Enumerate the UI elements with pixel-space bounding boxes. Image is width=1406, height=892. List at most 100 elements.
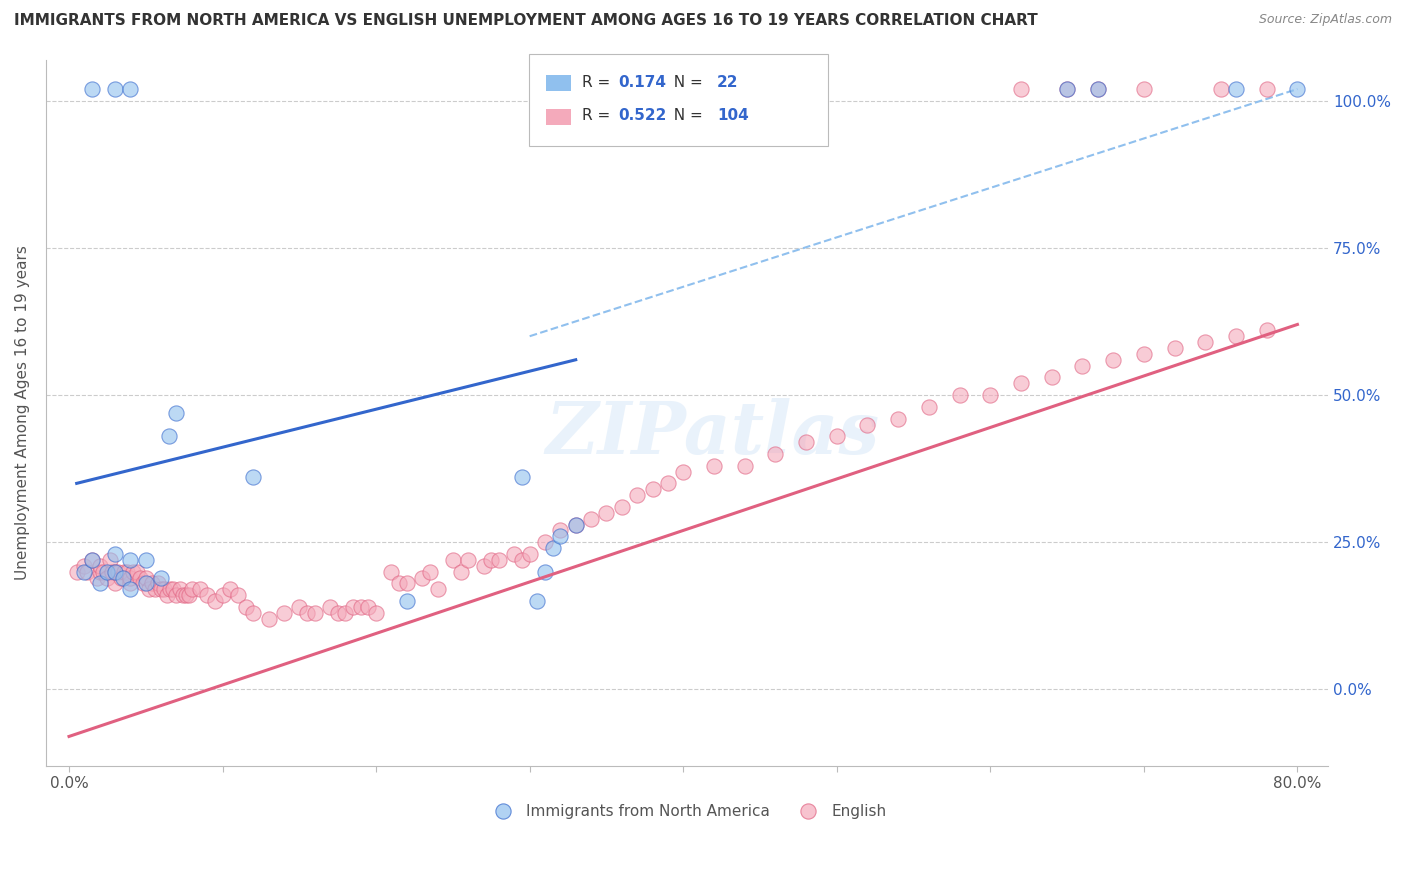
- Text: N =: N =: [664, 75, 707, 89]
- Text: IMMIGRANTS FROM NORTH AMERICA VS ENGLISH UNEMPLOYMENT AMONG AGES 16 TO 19 YEARS : IMMIGRANTS FROM NORTH AMERICA VS ENGLISH…: [14, 13, 1038, 29]
- Point: [143, 582, 166, 597]
- Point: [135, 576, 157, 591]
- Point: [141, 576, 163, 591]
- Point: [125, 565, 148, 579]
- Point: [242, 470, 264, 484]
- Point: [110, 570, 132, 584]
- Point: [204, 594, 226, 608]
- Text: R =: R =: [582, 75, 616, 89]
- Point: [1087, 82, 1109, 96]
- Text: 0.522: 0.522: [619, 109, 666, 123]
- Point: [734, 458, 756, 473]
- Point: [1163, 341, 1185, 355]
- Text: Source: ZipAtlas.com: Source: ZipAtlas.com: [1258, 13, 1392, 27]
- Text: 22: 22: [717, 75, 738, 89]
- Point: [1056, 82, 1078, 96]
- Point: [174, 588, 197, 602]
- Point: [219, 582, 242, 597]
- Point: [1010, 82, 1032, 96]
- Point: [1040, 370, 1063, 384]
- Point: [395, 594, 418, 608]
- Point: [579, 511, 602, 525]
- Point: [73, 558, 96, 573]
- Point: [195, 588, 218, 602]
- Point: [703, 458, 725, 473]
- Point: [887, 411, 910, 425]
- Text: ZIPatlas: ZIPatlas: [546, 399, 880, 469]
- Point: [794, 435, 817, 450]
- Point: [226, 588, 249, 602]
- Point: [1102, 352, 1125, 367]
- Point: [172, 588, 194, 602]
- Point: [564, 517, 586, 532]
- Point: [107, 565, 129, 579]
- Point: [564, 517, 586, 532]
- Point: [80, 82, 103, 96]
- Point: [242, 606, 264, 620]
- Point: [96, 565, 118, 579]
- Point: [1256, 82, 1278, 96]
- Point: [610, 500, 633, 514]
- Point: [357, 599, 380, 614]
- Point: [350, 599, 373, 614]
- Point: [979, 388, 1001, 402]
- Point: [949, 388, 972, 402]
- Point: [457, 553, 479, 567]
- Point: [1194, 335, 1216, 350]
- Point: [135, 570, 157, 584]
- Point: [257, 612, 280, 626]
- Point: [166, 406, 188, 420]
- Point: [479, 553, 502, 567]
- Point: [157, 429, 180, 443]
- Point: [534, 535, 557, 549]
- Point: [550, 529, 572, 543]
- Point: [104, 547, 127, 561]
- Point: [319, 599, 342, 614]
- Point: [641, 482, 664, 496]
- Point: [156, 588, 179, 602]
- Point: [304, 606, 326, 620]
- Point: [135, 553, 157, 567]
- Point: [104, 565, 127, 579]
- Point: [211, 588, 233, 602]
- Point: [510, 470, 533, 484]
- Point: [235, 599, 257, 614]
- Point: [128, 570, 150, 584]
- Point: [101, 565, 124, 579]
- Point: [146, 576, 169, 591]
- Point: [918, 400, 941, 414]
- Point: [488, 553, 510, 567]
- Point: [153, 582, 176, 597]
- Point: [112, 565, 135, 579]
- Point: [162, 582, 184, 597]
- Point: [104, 82, 127, 96]
- Point: [120, 576, 142, 591]
- Point: [1225, 329, 1247, 343]
- Point: [1071, 359, 1094, 373]
- Point: [825, 429, 848, 443]
- Point: [856, 417, 879, 432]
- Text: 104: 104: [717, 109, 749, 123]
- Point: [526, 594, 548, 608]
- Point: [169, 582, 191, 597]
- Point: [411, 570, 433, 584]
- Point: [120, 582, 142, 597]
- Point: [534, 565, 557, 579]
- Point: [188, 582, 211, 597]
- Point: [66, 565, 89, 579]
- Point: [550, 524, 572, 538]
- Point: [122, 565, 145, 579]
- Point: [342, 599, 364, 614]
- Point: [366, 606, 388, 620]
- Point: [76, 565, 98, 579]
- Point: [1256, 323, 1278, 337]
- Point: [1209, 82, 1232, 96]
- Point: [541, 541, 564, 555]
- Point: [672, 465, 695, 479]
- Text: N =: N =: [664, 109, 707, 123]
- Point: [89, 558, 111, 573]
- Point: [73, 565, 96, 579]
- Point: [295, 606, 318, 620]
- Point: [335, 606, 357, 620]
- Point: [89, 565, 111, 579]
